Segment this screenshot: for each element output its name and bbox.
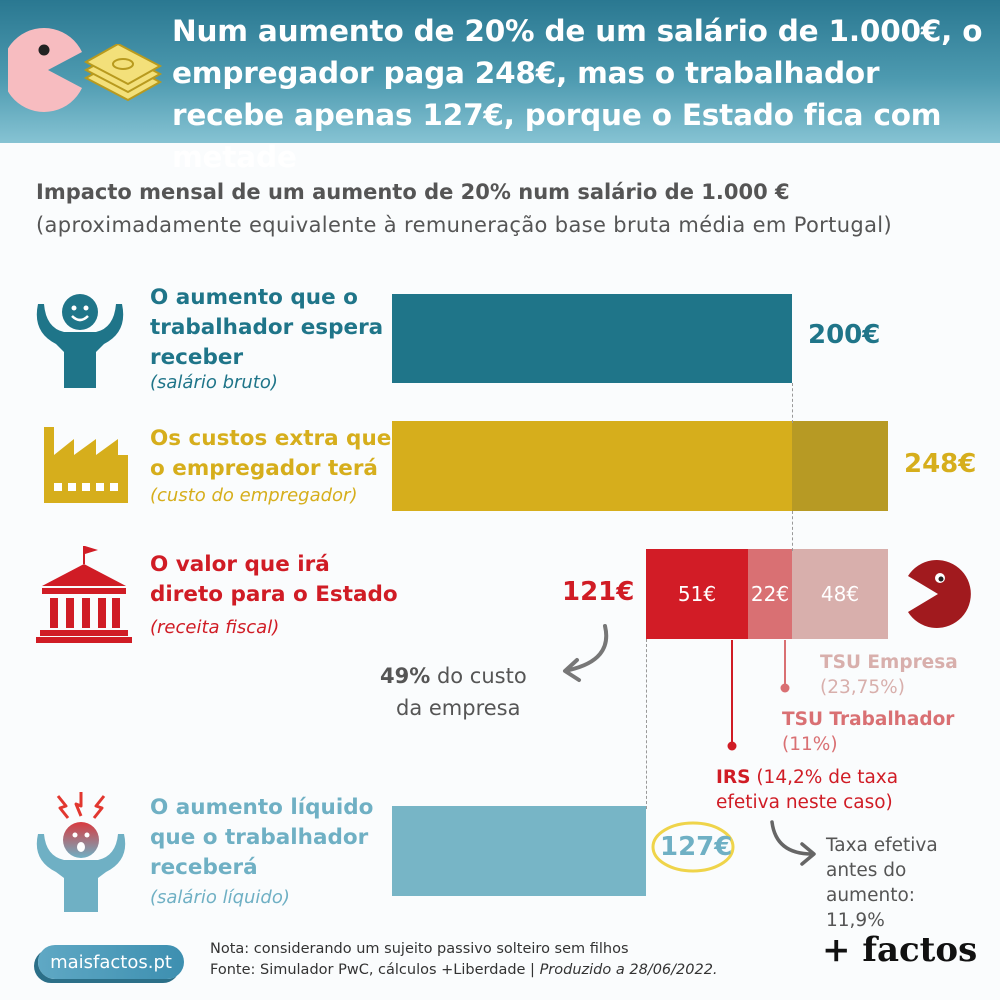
tsu-empresa-title: TSU Empresa — [820, 652, 958, 673]
irs-title: IRS — [716, 767, 751, 788]
happy-person-icon — [36, 294, 124, 388]
footer-source: Fonte: Simulador PwC, cálculos +Liberdad… — [210, 962, 540, 978]
share-annotation: 49% do custo da empresa — [380, 660, 527, 724]
connector-line — [792, 383, 793, 423]
chart-title: Impacto mensal de um aumento de 20% num … — [36, 180, 790, 204]
tsu-trabalhador-rate: (11%) — [782, 734, 838, 755]
irs-annotation: IRS (14,2% de taxa efetiva neste caso) — [716, 765, 898, 815]
pacman-icon — [8, 28, 82, 112]
bar-employer-extra — [792, 421, 888, 511]
segment-irs: 51€ — [646, 549, 748, 639]
bar-net-raise — [392, 806, 646, 896]
row-label-gross: O aumento que o trabalhador espera receb… — [150, 285, 384, 370]
row-sublabel-state: (receita fiscal) — [150, 617, 280, 638]
chart-subtitle: (aproximadamente equivalente à remuneraç… — [36, 213, 893, 237]
tsu-empresa-rate: (23,75%) — [820, 677, 905, 698]
site-badge[interactable]: maisfactos.pt — [38, 945, 184, 979]
connector-line — [792, 511, 793, 551]
share-text: do custo — [430, 664, 527, 688]
segment-tsu-empresa: 48€ — [792, 549, 888, 639]
header-banner: Num aumento de 20% de um salário de 1.00… — [0, 0, 1000, 174]
brand-logo: + factos — [822, 930, 978, 970]
segment-irs-label: 51€ — [677, 582, 717, 606]
money-stack-icon — [83, 44, 163, 102]
stressed-person-icon — [36, 792, 126, 912]
irs-rate-2: efetiva neste caso) — [716, 792, 893, 813]
government-building-icon — [36, 546, 132, 643]
segment-tsu-trabalhador-label: 22€ — [750, 582, 790, 606]
share-text-2: da empresa — [396, 696, 521, 720]
bar-employer-base — [392, 421, 792, 511]
value-employer-cost: 248€ — [904, 449, 977, 479]
factory-icon — [44, 427, 128, 503]
segment-tsu-trabalhador: 22€ — [748, 549, 792, 639]
highlight-circle — [651, 821, 735, 873]
irs-rate: (14,2% de taxa — [750, 767, 899, 788]
pacman-eating-icon — [908, 560, 971, 628]
row-label-employer: Os custos extra que o empregador terá — [150, 426, 392, 481]
row-label-net: O aumento líquido que o trabalhador rece… — [150, 795, 374, 880]
curved-arrow-icon — [563, 624, 609, 682]
value-state-revenue: 121€ — [562, 577, 635, 607]
tsu-trabalhador-title: TSU Trabalhador — [782, 709, 955, 730]
row-label-state: O valor que irá direto para o Estado — [150, 552, 398, 607]
footer-note-text: Nota: considerando um sujeito passivo so… — [210, 941, 629, 957]
value-gross-raise: 200€ — [808, 320, 881, 350]
share-percent: 49% — [380, 664, 431, 688]
value-net-raise: 127€ — [660, 832, 733, 862]
footer-produced: Produzido a 28/06/2022. — [539, 962, 718, 978]
row-sublabel-gross: (salário bruto) — [150, 372, 278, 393]
footer-note: Nota: considerando um sujeito passivo so… — [210, 939, 718, 981]
callout-lines — [727, 640, 790, 751]
tsu-trabalhador-annotation: TSU Trabalhador (11%) — [782, 707, 954, 757]
curved-arrow-down-icon — [770, 820, 816, 866]
tsu-empresa-annotation: TSU Empresa (23,75%) — [820, 650, 958, 700]
connector-line — [646, 639, 647, 809]
prior-rate-annotation: Taxa efetiva antes do aumento: 11,9% — [826, 835, 938, 931]
segment-tsu-empresa-label: 48€ — [820, 582, 860, 606]
row-sublabel-employer: (custo do empregador) — [150, 485, 358, 506]
page-title: Num aumento de 20% de um salário de 1.00… — [172, 14, 983, 174]
bar-gross-raise — [392, 294, 792, 383]
row-sublabel-net: (salário líquido) — [150, 887, 290, 908]
